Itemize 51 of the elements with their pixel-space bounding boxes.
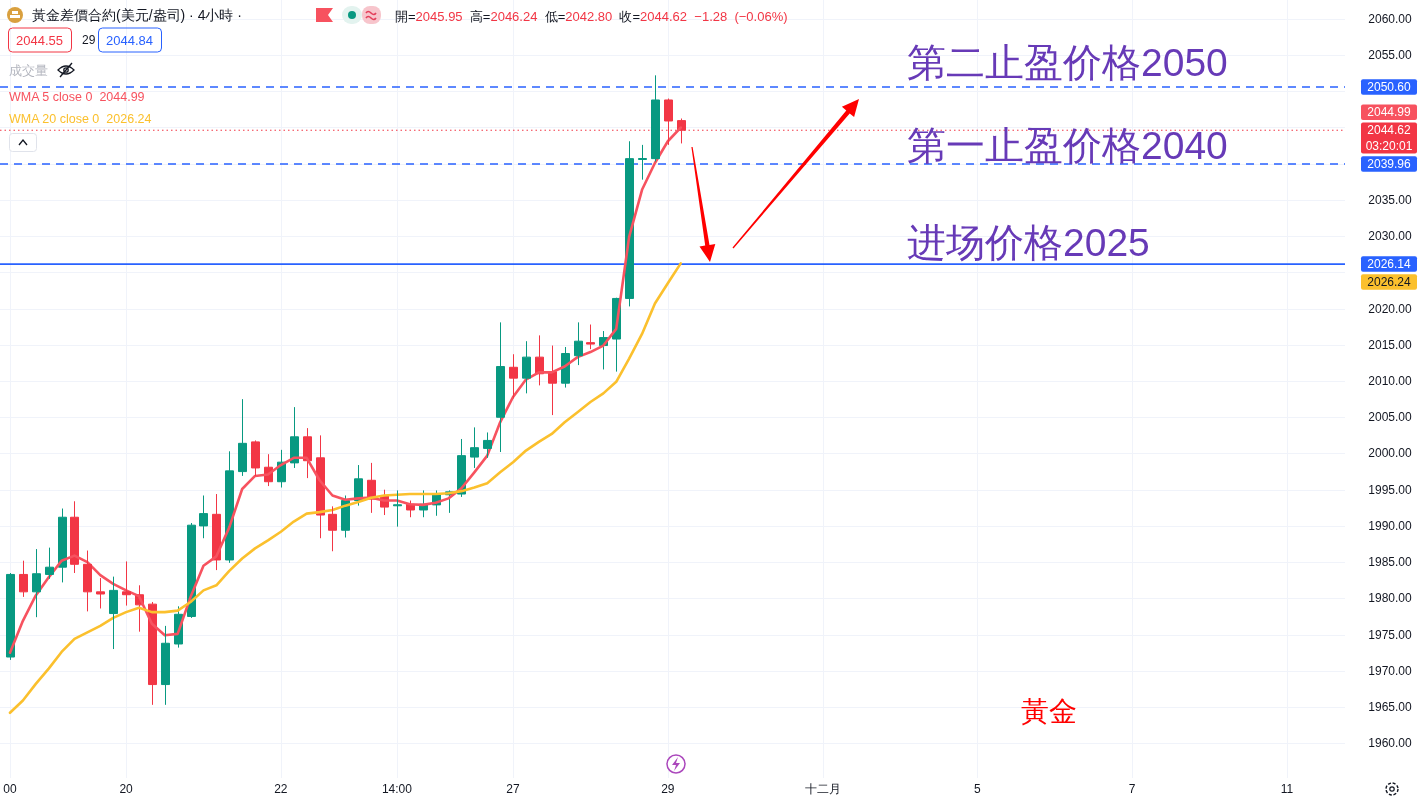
y-tick-label: 1985.00 — [1368, 555, 1413, 570]
annotation: 2044.55 — [16, 32, 63, 48]
legend-item: WMA 20 close 0 2026.24 — [9, 112, 152, 126]
annotation: 进场价格2025 — [907, 220, 1150, 264]
y-tick-label: 2035.00 — [1368, 192, 1413, 207]
legend-item: WMA 5 close 0 2044.99 — [9, 90, 145, 104]
price-tag: 2044.99 — [1361, 104, 1417, 120]
y-tick-label: 2060.00 — [1368, 11, 1413, 26]
price-box: 2044.55 — [8, 27, 72, 53]
y-tick-label: 2015.00 — [1368, 337, 1413, 352]
annotation: 成交量 — [9, 63, 48, 78]
x-tick-label: 20 — [119, 782, 134, 796]
axis-tag: 2044.62 03:20:01 — [1361, 122, 1417, 154]
y-tick-label: 2005.00 — [1368, 410, 1413, 425]
price-tag: 2026.24 — [1361, 274, 1417, 290]
text: 黃金差價合約(美元/盎司) · 4小時 · — [32, 7, 242, 23]
annotation: 29 — [82, 33, 96, 47]
y-tick-label: 1970.00 — [1368, 663, 1413, 678]
x-tick-label: 22 — [274, 782, 288, 796]
annotation: 第一止盈价格2040 — [907, 123, 1228, 167]
y-tick-label: 1995.00 — [1368, 482, 1413, 497]
y-tick-label: 2055.00 — [1368, 48, 1413, 63]
x-tick-label: 7 — [1128, 782, 1136, 796]
x-tick-label: 11 — [1280, 782, 1294, 796]
annotation: 第二止盈价格2050 — [907, 40, 1228, 84]
y-tick-label: 2030.00 — [1368, 229, 1413, 244]
y-tick-label: 1990.00 — [1368, 518, 1413, 533]
x-tick-label: 5 — [974, 782, 982, 796]
x-tick-label: 14:00 — [381, 782, 413, 796]
x-tick-label: 00 — [3, 782, 17, 796]
x-tick-label: 29 — [661, 782, 675, 796]
y-tick-label: 1975.00 — [1368, 627, 1413, 642]
y-tick-label: 2010.00 — [1368, 374, 1413, 389]
axis-tag: 2039.96 — [1361, 156, 1417, 172]
text: 開=2045.95 高=2046.24 低=2042.80 收=2044.62 −1.28 (−0.06%) — [395, 8, 788, 24]
y-tick-label: 2000.00 — [1368, 446, 1413, 461]
ref-line-label: 2026.14 — [1367, 257, 1412, 272]
ref-line-label: 2039.96 — [1367, 157, 1412, 171]
ref-line-label: 2044.62 — [1367, 123, 1412, 138]
x-tick-label: 27 — [506, 782, 521, 796]
axis-tag: 2026.14 — [1361, 256, 1417, 272]
ref-line-label: 2050.60 — [1367, 79, 1412, 94]
y-tick-label: 1960.00 — [1368, 736, 1413, 751]
y-tick-label: 1980.00 — [1368, 591, 1413, 606]
price-box: 2044.84 — [98, 27, 162, 53]
annotation: 2044.84 — [106, 32, 153, 48]
annotation: 黃金 — [1021, 695, 1077, 727]
x-tick-label: 十二月 — [804, 782, 841, 796]
y-tick-label: 2020.00 — [1368, 301, 1413, 316]
axis-tag: 2050.60 — [1361, 79, 1417, 95]
y-tick-label: 1965.00 — [1368, 700, 1413, 715]
